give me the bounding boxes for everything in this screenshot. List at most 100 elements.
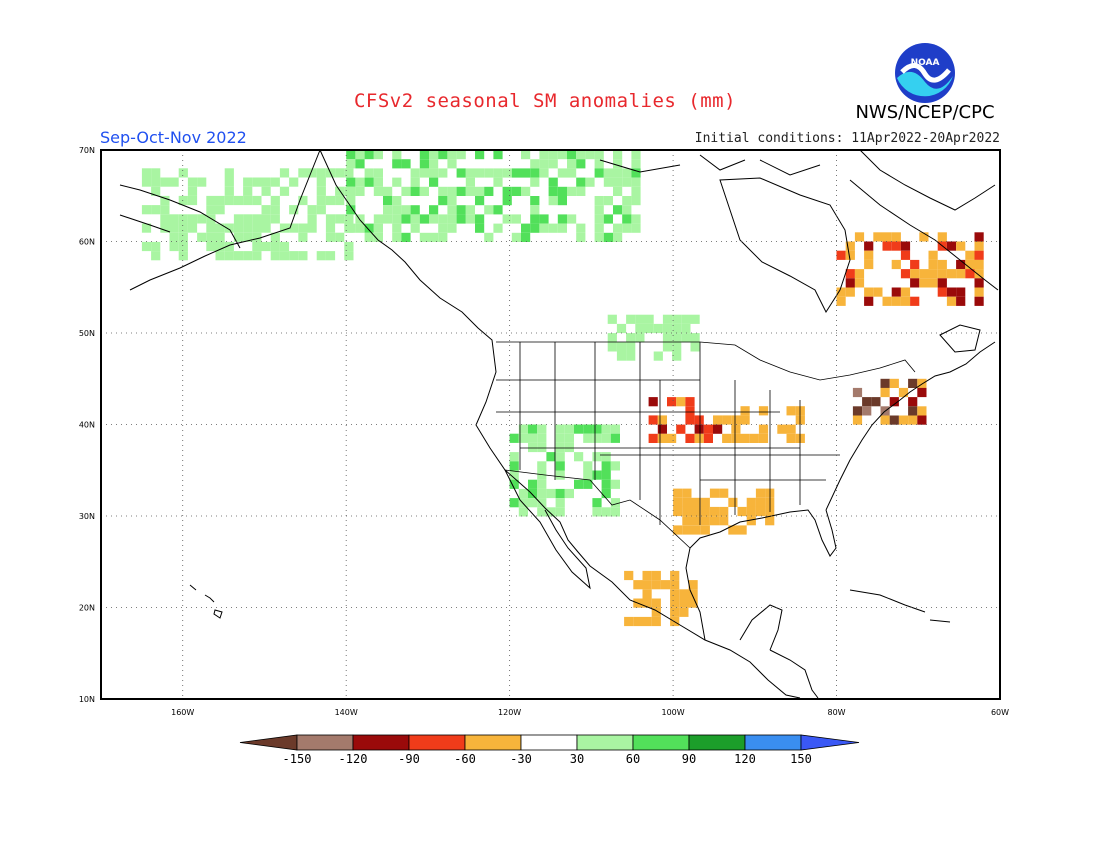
anomaly-cell xyxy=(325,223,336,233)
anomaly-cell xyxy=(928,278,938,288)
anomaly-cell xyxy=(429,159,439,169)
anomaly-cell xyxy=(383,196,393,206)
anomaly-cell xyxy=(484,186,494,196)
map-title: CFSv2 seasonal SM anomalies (mm) xyxy=(353,90,737,112)
anomaly-cell xyxy=(555,488,565,499)
anomaly-cell xyxy=(355,159,365,169)
anomaly-cell xyxy=(635,323,645,334)
anomaly-cell xyxy=(576,159,586,169)
anomaly-cell xyxy=(672,323,682,334)
anomaly-cell xyxy=(270,195,280,206)
anomaly-cell xyxy=(528,498,538,508)
anomaly-cell xyxy=(728,525,738,535)
anomaly-cell xyxy=(548,159,558,169)
anomaly-cell xyxy=(740,415,750,425)
anomaly-cell xyxy=(555,442,565,453)
anomaly-cell xyxy=(355,214,365,224)
colorbar-box xyxy=(632,734,690,751)
anomaly-cell xyxy=(530,168,540,178)
anomaly-cell xyxy=(557,186,567,196)
anomaly-cell xyxy=(187,177,198,187)
anomaly-cell xyxy=(700,506,710,517)
anomaly-cell xyxy=(694,415,704,425)
anomaly-cell xyxy=(530,159,540,169)
anomaly-cell xyxy=(502,168,512,178)
anomaly-cell xyxy=(528,424,538,434)
colorbar-box xyxy=(464,734,522,751)
anomaly-cell xyxy=(622,223,632,233)
colorbar-high-arrow xyxy=(800,734,860,751)
anomaly-cell xyxy=(160,205,170,215)
anomaly-cell xyxy=(252,214,262,224)
anomaly-cell xyxy=(564,488,574,499)
anomaly-cell xyxy=(289,251,299,261)
anomaly-cell xyxy=(178,223,188,233)
anomaly-cell xyxy=(252,251,262,261)
anomaly-cell xyxy=(653,351,663,361)
anomaly-cell xyxy=(898,415,909,425)
anomaly-cell xyxy=(539,214,549,224)
anomaly-cell xyxy=(626,351,636,361)
anomaly-cell xyxy=(502,196,512,206)
anomaly-cell xyxy=(392,196,402,206)
anomaly-cell xyxy=(465,177,475,187)
anomaly-cell xyxy=(613,223,623,233)
anomaly-cell xyxy=(908,406,918,416)
anomaly-cell xyxy=(307,214,317,224)
anomaly-cell xyxy=(261,223,271,233)
anomaly-cell xyxy=(672,333,682,343)
anomaly-cell xyxy=(679,589,689,599)
anomaly-cell xyxy=(528,488,538,499)
agency-label: NWS/NCEP/CPC xyxy=(855,102,995,123)
anomaly-cell xyxy=(880,387,890,398)
anomaly-cell xyxy=(438,186,448,196)
anomaly-cell xyxy=(845,241,855,251)
anomaly-cell xyxy=(583,424,593,434)
anomaly-cell xyxy=(344,223,354,233)
anomaly-cell xyxy=(965,250,975,260)
anomaly-cell xyxy=(215,251,225,261)
anomaly-cell xyxy=(438,196,448,206)
anomaly-cell xyxy=(607,333,617,343)
anomaly-cell xyxy=(862,406,872,416)
anomaly-cell xyxy=(456,150,466,160)
anomaly-cell xyxy=(564,442,574,453)
anomaly-cell xyxy=(252,195,262,206)
colorbar-label: 120 xyxy=(734,752,756,766)
anomaly-cell xyxy=(410,168,420,178)
anomaly-cell xyxy=(613,168,623,178)
anomaly-cell xyxy=(197,232,207,242)
anomaly-cell xyxy=(928,250,938,260)
anomaly-cell xyxy=(270,241,280,252)
anomaly-cell xyxy=(685,406,695,416)
anomaly-cell xyxy=(631,214,641,224)
anomaly-cell xyxy=(364,168,374,178)
anomaly-cell xyxy=(676,424,686,434)
anomaly-cell xyxy=(889,397,899,407)
anomaly-cell xyxy=(261,241,271,252)
anomaly-cell xyxy=(555,498,565,508)
initial-conditions-label: Initial conditions: 11Apr2022-20Apr2022 xyxy=(694,131,1000,146)
anomaly-cell xyxy=(594,196,604,206)
anomaly-cell xyxy=(567,214,577,224)
anomaly-cell xyxy=(392,150,402,160)
anomaly-cell xyxy=(691,516,701,526)
anomaly-cell xyxy=(613,186,623,196)
anomaly-cell xyxy=(758,433,769,443)
anomaly-cell xyxy=(601,452,611,462)
anomaly-cell xyxy=(502,186,512,196)
anomaly-cell xyxy=(660,580,671,590)
anomaly-cell xyxy=(601,470,611,480)
anomaly-cell xyxy=(889,415,899,425)
anomaly-cell xyxy=(691,506,701,517)
anomaly-cell xyxy=(475,223,485,233)
anomaly-cell xyxy=(673,525,683,535)
anomaly-cell xyxy=(279,223,290,233)
anomaly-cell xyxy=(289,223,299,233)
anomaly-cell xyxy=(555,452,565,462)
anomaly-cell xyxy=(548,186,558,196)
colorbar-labels: -150 -120 -90 -60 -30 30 60 90 120 150 xyxy=(283,752,812,766)
anomaly-cell xyxy=(410,214,420,224)
anomaly-cell xyxy=(141,168,152,178)
anomaly-cell xyxy=(882,241,892,251)
